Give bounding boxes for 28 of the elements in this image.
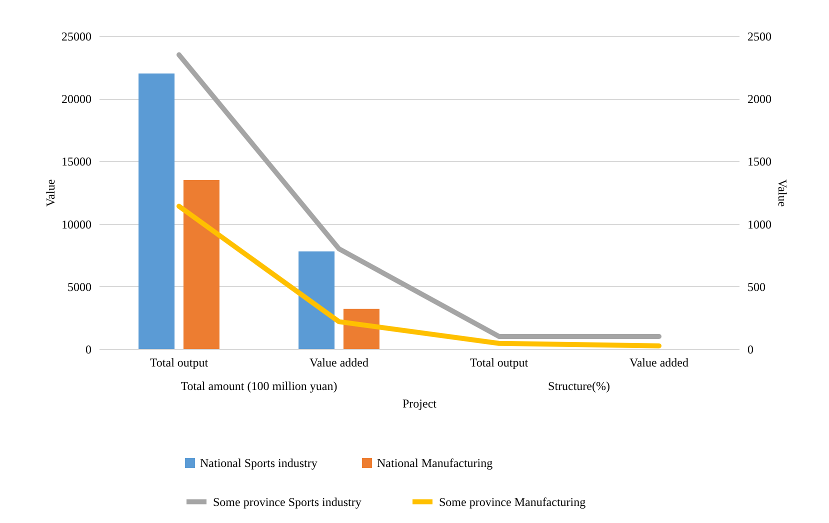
y2-tick-label: 2000 — [748, 92, 772, 106]
y-tick-label: 25000 — [62, 30, 92, 44]
y-tick-label: 10000 — [62, 217, 92, 232]
y-tick-label: 15000 — [62, 154, 92, 169]
y-tick-label: 20000 — [62, 92, 92, 106]
y-tick-label: 5000 — [68, 280, 92, 294]
x-tick-label: Value added — [310, 356, 368, 370]
legend-label: National Sports industry — [200, 456, 318, 470]
bar — [138, 74, 175, 349]
y2-tick-label: 2500 — [748, 30, 772, 44]
bar — [298, 251, 335, 349]
y2-tick-label: 0 — [748, 342, 754, 356]
y-axis-title: Value — [44, 179, 58, 207]
y2-tick-label: 1000 — [748, 217, 772, 232]
x-tick-label: Total output — [470, 356, 529, 370]
bar — [183, 180, 220, 349]
text: Structure(%) — [548, 379, 610, 393]
y2-axis-title: Value — [776, 179, 790, 207]
legend-label: National Manufacturing — [377, 456, 493, 470]
x-tick-label: Total output — [150, 356, 209, 370]
legend-label: Some province Manufacturing — [439, 494, 586, 509]
y-tick-label: 0 — [86, 342, 92, 356]
y2-tick-label: 500 — [748, 280, 766, 294]
text: Total amount (100 million yuan) — [180, 379, 338, 393]
y2-tick-label: 1500 — [748, 154, 772, 169]
x-axis-title: Project — [402, 396, 438, 410]
legend-label: Some province Sports industry — [213, 494, 362, 509]
x-tick-label: Value added — [630, 356, 688, 370]
